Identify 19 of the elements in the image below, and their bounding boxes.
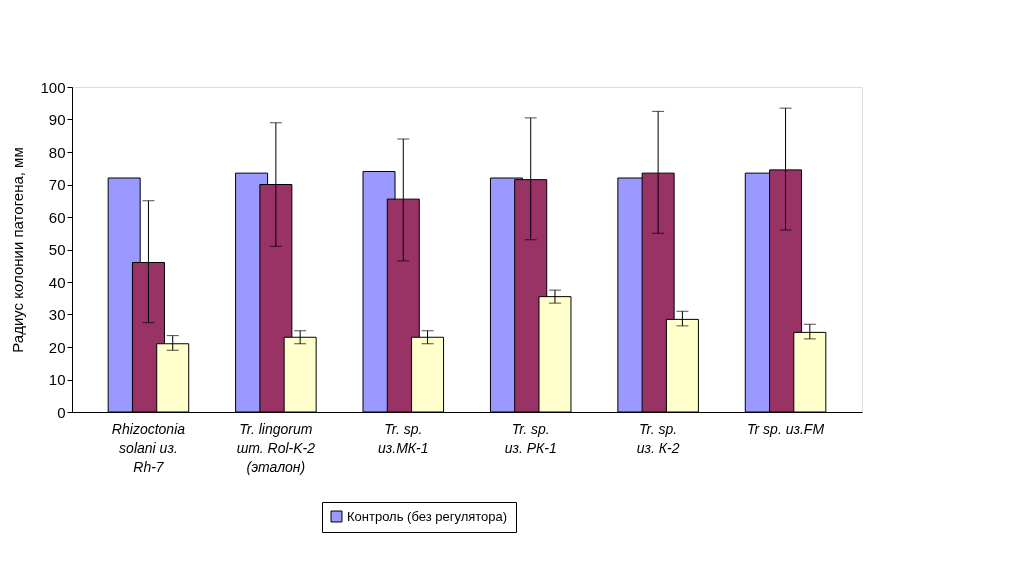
x-tick-label: Tr sp. из.FM <box>747 420 825 437</box>
y-tick-label: 0 <box>57 403 66 421</box>
legend-label: Контроль (без регулятора) <box>347 508 508 524</box>
y-tick-label: 60 <box>48 208 66 226</box>
y-tick-label: 80 <box>48 143 66 161</box>
x-tick-label: Rhizoctonia solani из. Rh-7 <box>111 420 186 475</box>
y-tick-label: 100 <box>40 78 66 96</box>
y-tick-label: 20 <box>48 338 66 356</box>
y-tick-label: 70 <box>48 176 66 193</box>
y-tick-label: 10 <box>48 371 66 388</box>
x-tick-label: Tr. sp. из.МК-1 <box>378 420 429 456</box>
x-tick-label: Tr. sp. из. РК-1 <box>504 420 557 456</box>
y-tick-label: 90 <box>48 111 66 128</box>
y-tick-label: 40 <box>48 273 66 291</box>
y-tick-label: 30 <box>48 306 66 323</box>
x-tick-label: Tr. lingorum шт. Rol-K-2 (эталон) <box>236 420 316 475</box>
y-tick-label: 50 <box>48 241 66 258</box>
x-tick-label: Tr. sp. из. К-2 <box>636 420 680 456</box>
y-axis-title: Радиус колонии патогена, мм <box>9 147 27 353</box>
